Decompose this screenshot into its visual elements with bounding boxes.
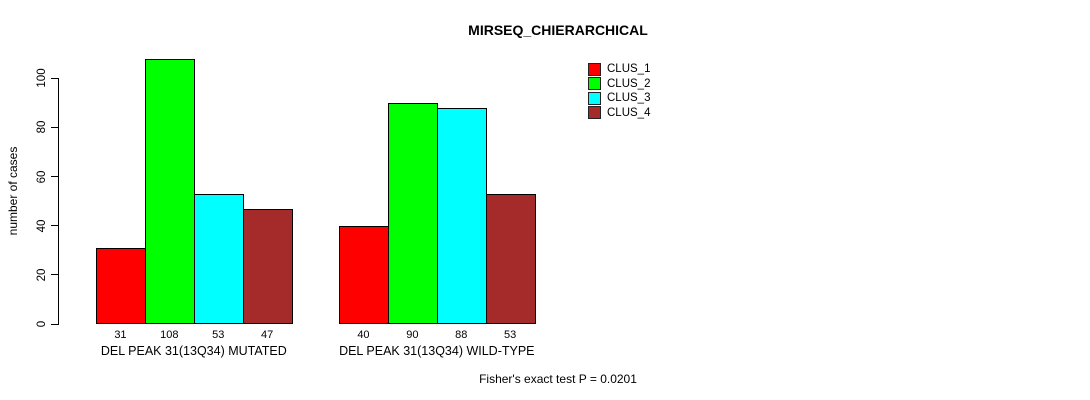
legend-swatch-clus_4 (588, 106, 601, 120)
bar-clus_4-group1 (242, 208, 293, 324)
chart-title: MIRSEQ_CHIERARCHICAL (468, 22, 648, 38)
bar-clus_2-group2 (387, 102, 438, 324)
legend-row-clus_2: CLUS_2 (588, 77, 650, 92)
y-tick (51, 126, 59, 128)
bar-value-label: 31 (114, 329, 127, 341)
y-tick-label: 40 (36, 219, 48, 233)
group-label: DEL PEAK 31(13Q34) MUTATED (100, 344, 287, 358)
bar-value-label: 108 (160, 329, 179, 341)
annotation-fishers-test: Fisher's exact test P = 0.0201 (479, 372, 637, 386)
legend-label: CLUS_1 (607, 63, 651, 76)
legend-label: CLUS_4 (607, 106, 651, 119)
legend-label: CLUS_3 (607, 92, 651, 105)
y-axis-line (58, 78, 59, 325)
y-tick-label: 0 (36, 320, 48, 328)
legend-row-clus_3: CLUS_3 (588, 91, 650, 106)
bar-clus_3-group2 (436, 107, 487, 324)
bar-value-label: 53 (504, 329, 517, 341)
legend-row-clus_4: CLUS_4 (588, 106, 650, 121)
y-tick-label: 20 (36, 268, 48, 282)
y-tick (51, 274, 59, 276)
group-label: DEL PEAK 31(13Q34) WILD-TYPE (339, 344, 535, 358)
bar-value-label: 88 (455, 329, 468, 341)
y-tick (51, 323, 59, 325)
legend-row-clus_1: CLUS_1 (588, 62, 650, 77)
legend-label: CLUS_2 (607, 77, 651, 90)
bar-value-label: 53 (212, 329, 225, 341)
bar-value-label: 47 (261, 329, 274, 341)
legend-swatch-clus_1 (588, 62, 601, 76)
y-tick-label: 60 (36, 170, 48, 183)
y-tick (51, 77, 59, 79)
y-tick-label: 80 (36, 121, 48, 134)
legend-swatch-clus_2 (588, 77, 601, 91)
bar-clus_1-group1 (96, 247, 146, 324)
y-tick (51, 176, 59, 178)
bar-clus_1-group2 (339, 225, 389, 324)
legend-swatch-clus_3 (588, 91, 601, 105)
bar-value-label: 40 (357, 329, 370, 341)
bar-clus_3-group1 (193, 193, 244, 324)
bar-clus_2-group1 (144, 58, 195, 324)
bar-clus_4-group2 (485, 193, 536, 324)
y-tick (51, 225, 59, 227)
y-tick-label: 100 (36, 68, 48, 88)
legend: CLUS_1 CLUS_2 CLUS_3 CLUS_4 (588, 62, 650, 120)
bar-value-label: 90 (406, 329, 419, 341)
